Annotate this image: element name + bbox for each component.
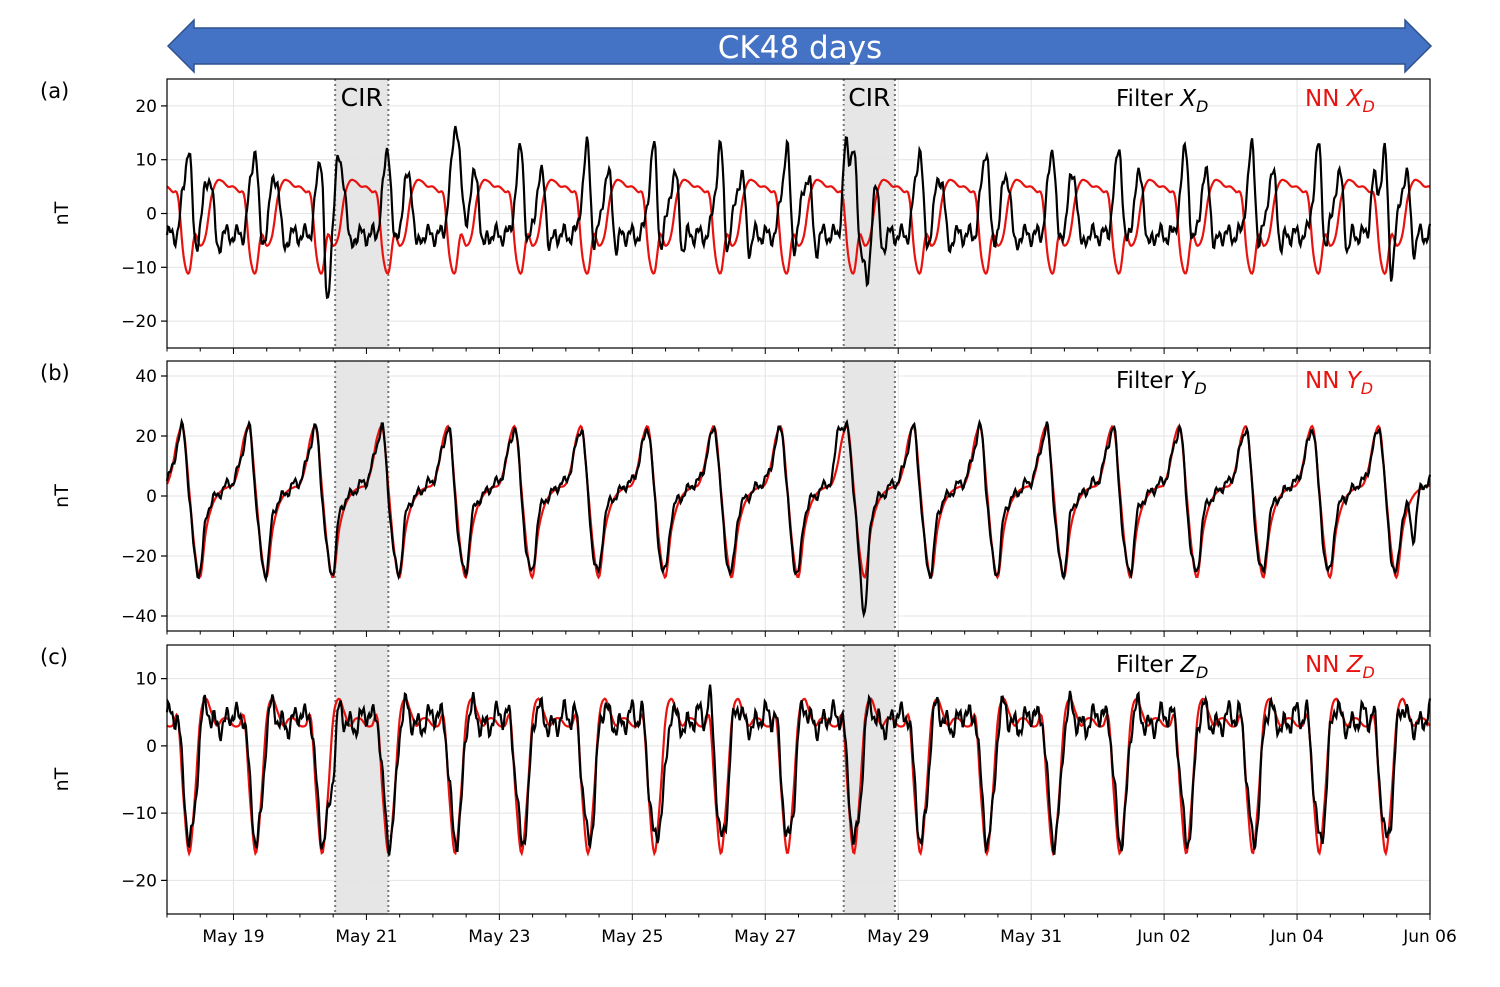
y-axis-label-a: nT	[51, 201, 73, 225]
legend-filter-prefix: Filter	[1116, 86, 1180, 112]
legend-nn-prefix: NN	[1305, 86, 1347, 112]
cir-labels-a: CIR CIR	[341, 83, 891, 112]
y-axis-a: −20 −10 0 10 20	[121, 97, 167, 332]
y-tick-label: 0	[146, 205, 157, 225]
legend-nn: NN ZD	[1305, 652, 1375, 682]
x-tick-label: Jun 04	[1269, 927, 1324, 947]
cir-band	[335, 645, 389, 914]
y-tick-label: 20	[135, 427, 157, 447]
grid-c	[167, 645, 1430, 914]
filter-xd-line	[165, 125, 1432, 300]
y-axis-c: −20 −10 0 10	[121, 670, 167, 891]
x-tick-label: May 25	[601, 927, 663, 947]
y-tick-label: 40	[135, 367, 157, 387]
legend-nn-prefix: NN	[1305, 652, 1347, 678]
panel-b-frame	[166, 360, 1431, 632]
x-tick-label: Jun 02	[1136, 927, 1191, 947]
legend-nn-var: X	[1346, 86, 1364, 112]
legend-nn: NN YD	[1305, 368, 1373, 398]
y-tick-label: 0	[146, 737, 157, 757]
x-axis-date-labels: May 19 May 21 May 23 May 25 May 27 May 29 May …	[202, 927, 1456, 947]
nn-xd-line	[166, 178, 1431, 276]
legend-c: Filter ZD NN ZD	[1116, 652, 1375, 682]
ck48-banner-label: CK48 days	[718, 30, 882, 66]
legend-filter-sub: D	[1196, 663, 1208, 682]
panel-a-frame	[166, 78, 1431, 349]
legend-filter-var: Y	[1180, 368, 1196, 394]
legend-filter-prefix: Filter	[1116, 368, 1180, 394]
legend-filter-sub: D	[1194, 379, 1206, 398]
x-tick-label: Jun 06	[1402, 927, 1457, 947]
ck48-arrow-shape	[166, 18, 1433, 74]
legend-filter: Filter ZD	[1116, 652, 1208, 682]
legend-filter-var: X	[1179, 86, 1197, 112]
x-minor-ticks-a	[166, 348, 1431, 354]
y-tick-label: −20	[121, 871, 157, 891]
cir-label: CIR	[341, 83, 383, 112]
cir-bands-c	[334, 645, 896, 914]
x-tick-label: May 21	[335, 927, 397, 947]
cir-label: CIR	[848, 83, 890, 112]
legend-filter-sub: D	[1196, 97, 1208, 116]
legend-nn-sub: D	[1363, 663, 1375, 682]
legend-a: Filter XD NN XD	[1116, 86, 1375, 116]
y-axis-label-b: nT	[51, 484, 73, 508]
y-tick-label: 0	[146, 487, 157, 507]
legend-b: Filter YD NN YD	[1116, 368, 1373, 398]
y-tick-label: 10	[135, 670, 157, 690]
panel-c-frame	[166, 644, 1431, 915]
x-tick-label: May 23	[468, 927, 530, 947]
y-tick-label: 20	[135, 97, 157, 117]
ck48-banner: CK48 days	[166, 18, 1433, 74]
cir-band	[843, 645, 895, 914]
legend-nn-sub: D	[1363, 97, 1375, 116]
legend-nn-var: Z	[1346, 652, 1364, 678]
panel-label-a: (a)	[40, 79, 69, 103]
legend-filter: Filter XD	[1116, 86, 1208, 116]
y-axis-label-c: nT	[51, 767, 73, 791]
x-tick-label: May 19	[202, 927, 264, 947]
legend-nn-sub: D	[1361, 379, 1373, 398]
panel-label-b: (b)	[40, 361, 70, 385]
panel-label-c: (c)	[40, 645, 68, 669]
legend-filter-var: Z	[1179, 652, 1197, 678]
x-tick-label: May 31	[1000, 927, 1062, 947]
legend-filter: Filter YD	[1116, 368, 1207, 398]
legend-nn-var: Y	[1347, 368, 1363, 394]
y-tick-label: −20	[121, 547, 157, 567]
y-tick-label: 10	[135, 151, 157, 171]
legend-nn: NN XD	[1305, 86, 1375, 116]
x-minor-ticks-b	[166, 631, 1431, 637]
x-tick-label: May 27	[734, 927, 796, 947]
x-tick-label: May 29	[867, 927, 929, 947]
filter-yd-line	[165, 417, 1432, 619]
y-tick-label: −40	[121, 607, 157, 627]
legend-filter-prefix: Filter	[1116, 652, 1180, 678]
y-axis-b: −40 −20 0 20 40	[121, 367, 167, 627]
x-minor-ticks-c	[166, 914, 1431, 920]
legend-nn-prefix: NN	[1305, 368, 1347, 394]
y-tick-label: −10	[121, 258, 157, 278]
grid-a	[167, 79, 1430, 348]
y-tick-label: −10	[121, 804, 157, 824]
y-tick-label: −20	[121, 312, 157, 332]
filter-zd-line	[165, 684, 1432, 856]
